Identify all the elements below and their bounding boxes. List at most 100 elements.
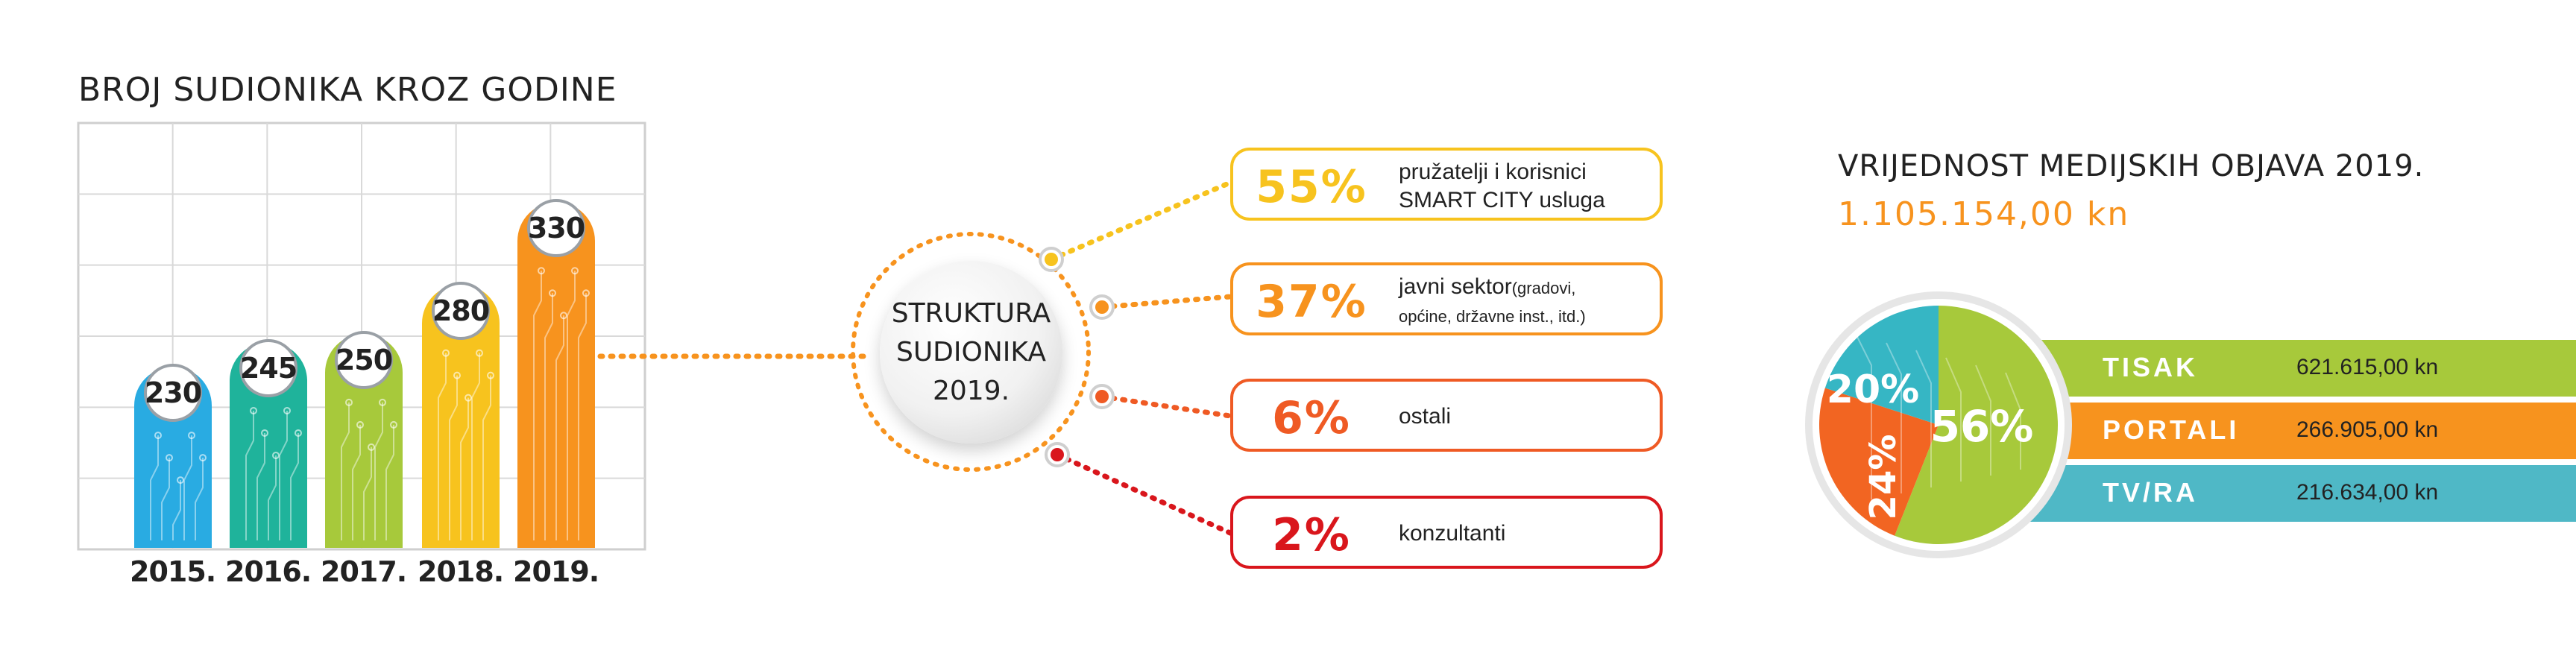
bar-category-label: 2019. [513, 555, 599, 588]
bar-circuit-line [150, 435, 159, 540]
bar-circuit-dot [476, 349, 483, 357]
bar-circuit-line [279, 410, 288, 540]
media-row-name: TISAK [2103, 352, 2198, 382]
bar-circuit-dot [166, 454, 173, 462]
bar-circuit-line [245, 410, 254, 540]
bar-circuit-line [268, 455, 277, 540]
bar-circuit-line [533, 271, 542, 540]
media-row-name: PORTALI [2103, 414, 2240, 445]
bar-circuit-line [183, 435, 192, 540]
bar-circuit-line [544, 293, 553, 540]
pie-circuit-line [1915, 350, 1932, 487]
bar-circuit-line [363, 446, 372, 540]
pie-label-56: 56% [1930, 401, 2034, 452]
bar-circuit-dot [261, 429, 268, 437]
bar-circuit-dot [582, 289, 590, 297]
structure-pct: 55% [1256, 161, 1367, 213]
bar-circuit-line [161, 458, 170, 540]
bar-2017 [325, 333, 403, 548]
structure-item-other: 6% ostali [1230, 379, 1663, 452]
structure-item-public-sector: 37% javni sektor(gradovi, općine, državn… [1230, 262, 1663, 335]
bar-circuit-dot [250, 406, 257, 414]
bar-circuit-line [352, 424, 361, 540]
bar-circuit-dot [453, 371, 461, 379]
bar-circuit-line [290, 432, 299, 540]
media-title: VRIJEDNOST MEDIJSKIH OBJAVA 2019. [1838, 149, 2425, 183]
bar-value-label: 230 [144, 364, 202, 423]
bar-circuit-line [471, 353, 480, 540]
media-pie-chart: 56% 20% 24% [1805, 291, 2072, 558]
bar-circuit-dot [487, 371, 494, 379]
structure-label-line2: SMART CITY usluga [1399, 188, 1605, 212]
structure-item-smart-city: 55% pružatelji i korisnici SMART CITY us… [1230, 148, 1663, 221]
media-row-amount: 266.905,00 kn [2296, 417, 2439, 442]
structure-label-note: (gradovi, [1511, 279, 1576, 297]
bar-circuit-dot [368, 443, 375, 451]
bar-circuit-dot [465, 394, 472, 402]
bar-circuit-dot [154, 432, 162, 440]
bar-value-label: 250 [335, 330, 393, 389]
bar-circuit-line [482, 375, 491, 540]
bar-circuit-dot [390, 420, 397, 429]
center-line-1: STRUKTURA [891, 297, 1051, 329]
structure-label-note-line2: općine, državne inst., itd.) [1399, 307, 1586, 326]
structure-label: konzultanti [1399, 521, 1506, 546]
media-row-tvra: TV/RA 216.634,00 kn [2013, 465, 2576, 522]
bar-circuit-line [341, 402, 350, 540]
bar-circuit-dot [199, 454, 207, 462]
bar-category-label: 2015. [130, 555, 216, 588]
bar-value-label: 280 [432, 281, 490, 340]
bar-circuit-line [555, 315, 564, 540]
pie-circuit-line [2005, 372, 2021, 470]
bar-circuit-dot [560, 312, 567, 320]
structure-label: pružatelji i korisnici [1399, 160, 1587, 184]
bar-circuit-line [172, 480, 181, 540]
bar-value-label: 330 [527, 199, 585, 258]
media-row-name: TV/RA [2103, 477, 2198, 508]
bar-circuit-line [385, 424, 394, 540]
structure-pct: 37% [1256, 276, 1367, 328]
bar-category-label: 2018. [418, 555, 504, 588]
media-row-tisak: TISAK 621.615,00 kn [2013, 340, 2576, 397]
bar-circuit-dot [345, 398, 353, 406]
bar-circuit-dot [295, 429, 302, 437]
structure-center-circle: STRUKTURA SUDIONIKA 2019. [880, 261, 1062, 444]
media-row-portali: PORTALI 266.905,00 kn [2013, 403, 2576, 459]
bar-2019 [517, 202, 595, 548]
bar-chart-title: BROJ SUDIONIKA KROZ GODINE [78, 71, 617, 109]
structure-pct: 2% [1272, 509, 1351, 561]
bar-value-label: 245 [239, 338, 297, 397]
pie-slice-20 [1824, 306, 1939, 425]
pie-slice-24 [1819, 388, 1939, 536]
media-total-value: 1.105.154,00 kn [1838, 195, 2130, 233]
center-line-3: 2019. [932, 375, 1010, 406]
bar-circuit-line [449, 375, 458, 540]
bar-circuit-line [460, 397, 469, 540]
bar-circuit-dot [549, 289, 556, 297]
bar-circuit-dot [379, 398, 386, 406]
connector-nodes [1039, 247, 1115, 467]
center-line-2: SUDIONIKA [895, 336, 1047, 367]
bar-chart [77, 121, 646, 551]
bar-category-label: 2016. [225, 555, 312, 588]
media-row-amount: 621.615,00 kn [2296, 355, 2439, 379]
pie-label-20: 20% [1827, 367, 1919, 412]
pie-circuit-line [1856, 335, 1872, 499]
bar-circuit-dot [177, 476, 184, 485]
bar-circuit-line [567, 271, 576, 540]
bar-circuit-dot [356, 420, 364, 429]
bar-circuit-dot [272, 451, 280, 459]
structure-item-consultants: 2% konzultanti [1230, 496, 1663, 569]
structure-label: ostali [1399, 404, 1452, 429]
bar-circuit-dot [442, 349, 450, 357]
pie-slice-56 [1895, 306, 2058, 544]
bar-2016 [230, 341, 307, 548]
pie-circuit-line [1975, 364, 1991, 476]
bar-circuit-line [438, 353, 447, 540]
pie-circuit-line [1945, 357, 1962, 482]
pie-slices [1819, 306, 2058, 544]
pie-circuit-line [1886, 342, 1902, 493]
bar-circuit-line [374, 402, 383, 540]
structure-pct: 6% [1272, 392, 1351, 444]
